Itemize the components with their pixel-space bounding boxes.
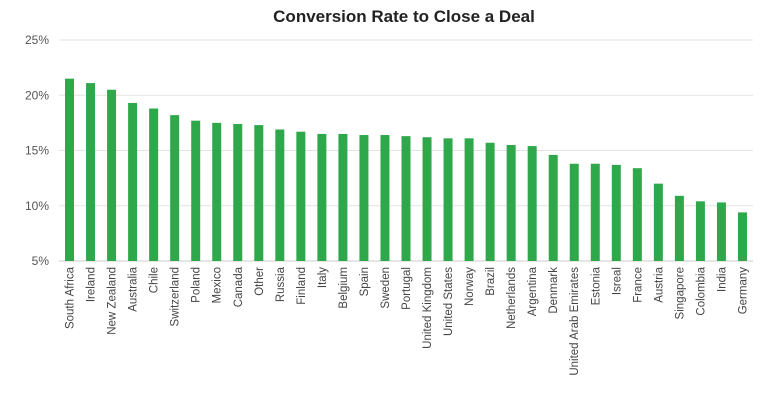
- bar: [275, 129, 285, 261]
- x-category-label: Isreal: [611, 267, 623, 295]
- y-tick-label: 20%: [25, 88, 49, 102]
- bar: [212, 122, 222, 261]
- bar: [695, 201, 705, 261]
- x-category-label: Ireland: [86, 267, 98, 302]
- chart-title: Conversion Rate to Close a Deal: [273, 7, 535, 26]
- bar: [737, 212, 747, 261]
- x-category-label: Australia: [128, 266, 140, 311]
- bar: [233, 123, 243, 261]
- x-category-label: Russia: [275, 266, 287, 302]
- x-category-label: New Zealand: [107, 267, 119, 335]
- bar: [254, 125, 264, 262]
- bar: [527, 146, 537, 261]
- bar: [296, 131, 306, 261]
- x-category-label: Chile: [149, 267, 161, 293]
- bar: [611, 164, 621, 261]
- x-category-label: France: [632, 267, 644, 303]
- bar: [149, 108, 159, 261]
- bar: [569, 163, 579, 261]
- x-category-label: India: [716, 266, 728, 292]
- bar: [632, 168, 642, 261]
- bar: [401, 136, 411, 261]
- x-category-label: Germany: [737, 267, 749, 315]
- bar: [65, 78, 75, 261]
- x-category-label: United States: [443, 267, 455, 336]
- x-category-label: Finland: [296, 267, 308, 305]
- bars: [65, 78, 747, 262]
- bar: [170, 115, 180, 261]
- bar: [674, 195, 684, 261]
- x-category-label: South Africa: [65, 266, 77, 329]
- bar: [107, 89, 117, 261]
- bar: [590, 163, 600, 261]
- x-category-label: Mexico: [212, 267, 224, 303]
- bar: [464, 138, 474, 261]
- bar: [128, 102, 138, 261]
- x-category-label: Norway: [464, 267, 476, 306]
- x-category-label: Canada: [233, 266, 245, 307]
- bar: [653, 183, 663, 261]
- y-tick-label: 25%: [25, 33, 49, 47]
- x-category-label: Italy: [317, 267, 329, 288]
- x-category-label: Poland: [191, 267, 203, 303]
- x-category-label: Portugal: [401, 267, 413, 310]
- bar: [317, 133, 327, 261]
- x-category-label: Singapore: [674, 267, 686, 319]
- bar: [443, 138, 453, 261]
- y-tick-label: 15%: [25, 144, 49, 158]
- bar: [338, 133, 348, 261]
- bar: [86, 83, 96, 261]
- x-category-label: Other: [254, 267, 266, 296]
- x-category-label: Austria: [653, 266, 665, 302]
- x-category-label: Brazil: [485, 267, 497, 296]
- bar: [506, 144, 516, 261]
- y-tick-label: 5%: [32, 254, 50, 268]
- bar: [485, 142, 495, 261]
- x-category-label: United Kingdom: [422, 267, 434, 349]
- bar: [422, 137, 432, 261]
- x-category-label: United Arab Emirates: [569, 267, 581, 376]
- x-category-label: Switzerland: [170, 267, 182, 326]
- x-category-label: Netherlands: [506, 267, 518, 329]
- x-category-label: Denmark: [548, 267, 560, 314]
- bar: [548, 154, 558, 261]
- bar: [191, 120, 201, 261]
- x-category-label: Spain: [359, 267, 371, 296]
- bar: [380, 135, 390, 261]
- x-axis-categories: South Africa Ireland New Zealand Australia C…: [65, 266, 750, 375]
- bar: [716, 202, 726, 261]
- y-tick-label: 10%: [25, 199, 49, 213]
- x-category-label: Colombia: [695, 266, 707, 315]
- x-category-label: Estonia: [590, 266, 602, 305]
- y-axis-ticks: 5% 10% 15% 20% 25%: [25, 33, 49, 268]
- x-category-label: Argentina: [527, 266, 539, 316]
- bar: [359, 135, 369, 261]
- x-category-label: Sweden: [380, 267, 392, 309]
- x-category-label: Belgium: [338, 267, 350, 309]
